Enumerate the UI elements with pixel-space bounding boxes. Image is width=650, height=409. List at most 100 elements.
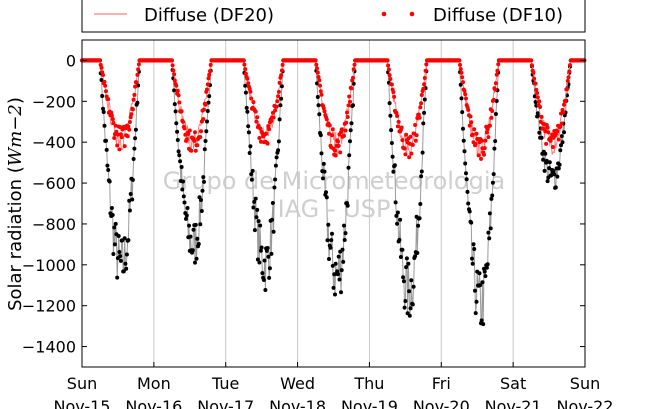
series-2-point-315	[315, 95, 320, 99]
series-2-point-346	[339, 290, 343, 295]
series-1-point-263	[276, 89, 281, 94]
series-1-point-354	[345, 110, 349, 115]
series-2-point-165	[203, 139, 208, 143]
series-2-point-421	[395, 221, 400, 226]
series-2-point-432	[403, 299, 408, 303]
series-1-point-323	[321, 106, 326, 111]
series-2-point-412	[388, 113, 393, 118]
series-1-point-221	[245, 76, 250, 81]
series-2-point-153	[194, 256, 199, 261]
series-1-point-50	[117, 147, 122, 152]
x-axis: Sun Nov-15 Mon Nov-16 Tue Nov-17 Wed Nov-18 Thu N…	[54, 362, 613, 409]
series-1-point-163	[202, 107, 206, 112]
series-1-point-129	[176, 93, 181, 98]
watermark: Grupo de Micrometeorologia IAG - USP	[163, 167, 505, 223]
series-1-point-539	[483, 138, 488, 143]
series-2-point-644	[562, 130, 566, 135]
series-2-point-135	[181, 179, 185, 184]
series-1-point-410	[386, 67, 391, 72]
series-1-point-608	[535, 91, 540, 95]
series-2-point-357	[347, 153, 352, 158]
series-2-point-625	[547, 160, 552, 165]
series-2-point-534	[479, 318, 484, 323]
series-2-point-69	[131, 157, 136, 161]
series-1-point-171	[208, 69, 212, 74]
series-2-point-541	[484, 265, 489, 270]
series-1-point-318	[318, 83, 322, 88]
series-1-point-165	[203, 102, 208, 107]
series-2-point-164	[202, 147, 207, 152]
series-2-point-324	[322, 169, 327, 174]
series-2-point-317	[317, 112, 322, 117]
series-1-point-345	[338, 150, 343, 155]
series-1-point-524	[472, 127, 477, 132]
series-1-point-600	[529, 58, 534, 63]
series-1-point-356	[346, 103, 351, 108]
series-1-point-154	[195, 143, 200, 148]
series-2-point-544	[487, 236, 492, 241]
series-2-point-224	[247, 151, 252, 155]
series-1-point-352	[343, 128, 348, 133]
series-1-point-420	[394, 110, 399, 115]
series-2-point-616	[541, 157, 546, 162]
series-2-point-245	[263, 288, 268, 292]
legend-swatch-df10-dot-1	[381, 11, 387, 17]
series-2-point-511	[462, 149, 467, 154]
series-1-point-446	[413, 138, 418, 143]
series-2-point-129	[176, 149, 181, 154]
series-2-point-411	[387, 101, 392, 106]
series-2-point-249	[266, 254, 271, 259]
series-1-point-75	[136, 67, 141, 72]
x-tick-date-0: Nov-15	[54, 397, 111, 409]
series-1-point-522	[470, 132, 475, 137]
series-2-point-525	[473, 288, 477, 293]
series-2-point-420	[394, 213, 399, 218]
series-2-point-343	[336, 254, 341, 259]
series-1-point-644	[562, 102, 566, 107]
series-1-point-439	[408, 134, 413, 139]
series-1-point-343	[336, 143, 341, 148]
series-2-point-527	[474, 299, 479, 304]
series-1-point-43	[112, 136, 117, 140]
series-2-point-58	[123, 261, 128, 266]
series-2-point-551	[492, 146, 497, 151]
series-2-point-426	[398, 255, 403, 259]
legend-box	[81, 0, 586, 33]
series-1-point-137	[182, 126, 187, 131]
series-2-point-47	[115, 275, 120, 280]
series-2-point-326	[324, 190, 328, 195]
series-2-point-227	[249, 177, 254, 182]
series-1-point-52	[118, 132, 123, 137]
series-2-point-320	[319, 151, 324, 156]
series-1-point-637	[556, 137, 561, 142]
series-1-point-360	[349, 86, 354, 91]
series-1-point-314	[315, 66, 319, 71]
series-2-point-436	[406, 261, 411, 266]
series-2-point-44	[112, 242, 117, 247]
series-1-point-555	[495, 68, 500, 73]
series-1-point-249	[266, 124, 271, 129]
series-0-line	[82, 59, 585, 158]
series-1-point-362	[351, 75, 355, 80]
series-1-point-508	[460, 75, 465, 80]
series-2-point-347	[339, 268, 344, 273]
series-2-point-71	[133, 136, 138, 141]
series-2-point-149	[191, 227, 196, 232]
series-2-point-60	[124, 252, 129, 257]
series-1-point-135	[181, 119, 185, 124]
series-1-point-459	[423, 68, 428, 73]
series-1-point-457	[422, 82, 427, 87]
series-2-point-522	[470, 261, 475, 266]
series-1-point-456	[421, 86, 426, 91]
series-1-point-513	[464, 96, 468, 101]
series-1-point-256	[271, 115, 276, 120]
series-1-point-411	[387, 73, 392, 78]
series-0	[82, 59, 585, 158]
series-2-point-235	[255, 257, 260, 262]
series-1-point-548	[490, 109, 495, 113]
series-2-point-148	[190, 248, 195, 253]
series-2-point-230	[252, 199, 257, 204]
series-2-point-152	[193, 222, 198, 227]
series-1-point-61	[125, 134, 130, 139]
